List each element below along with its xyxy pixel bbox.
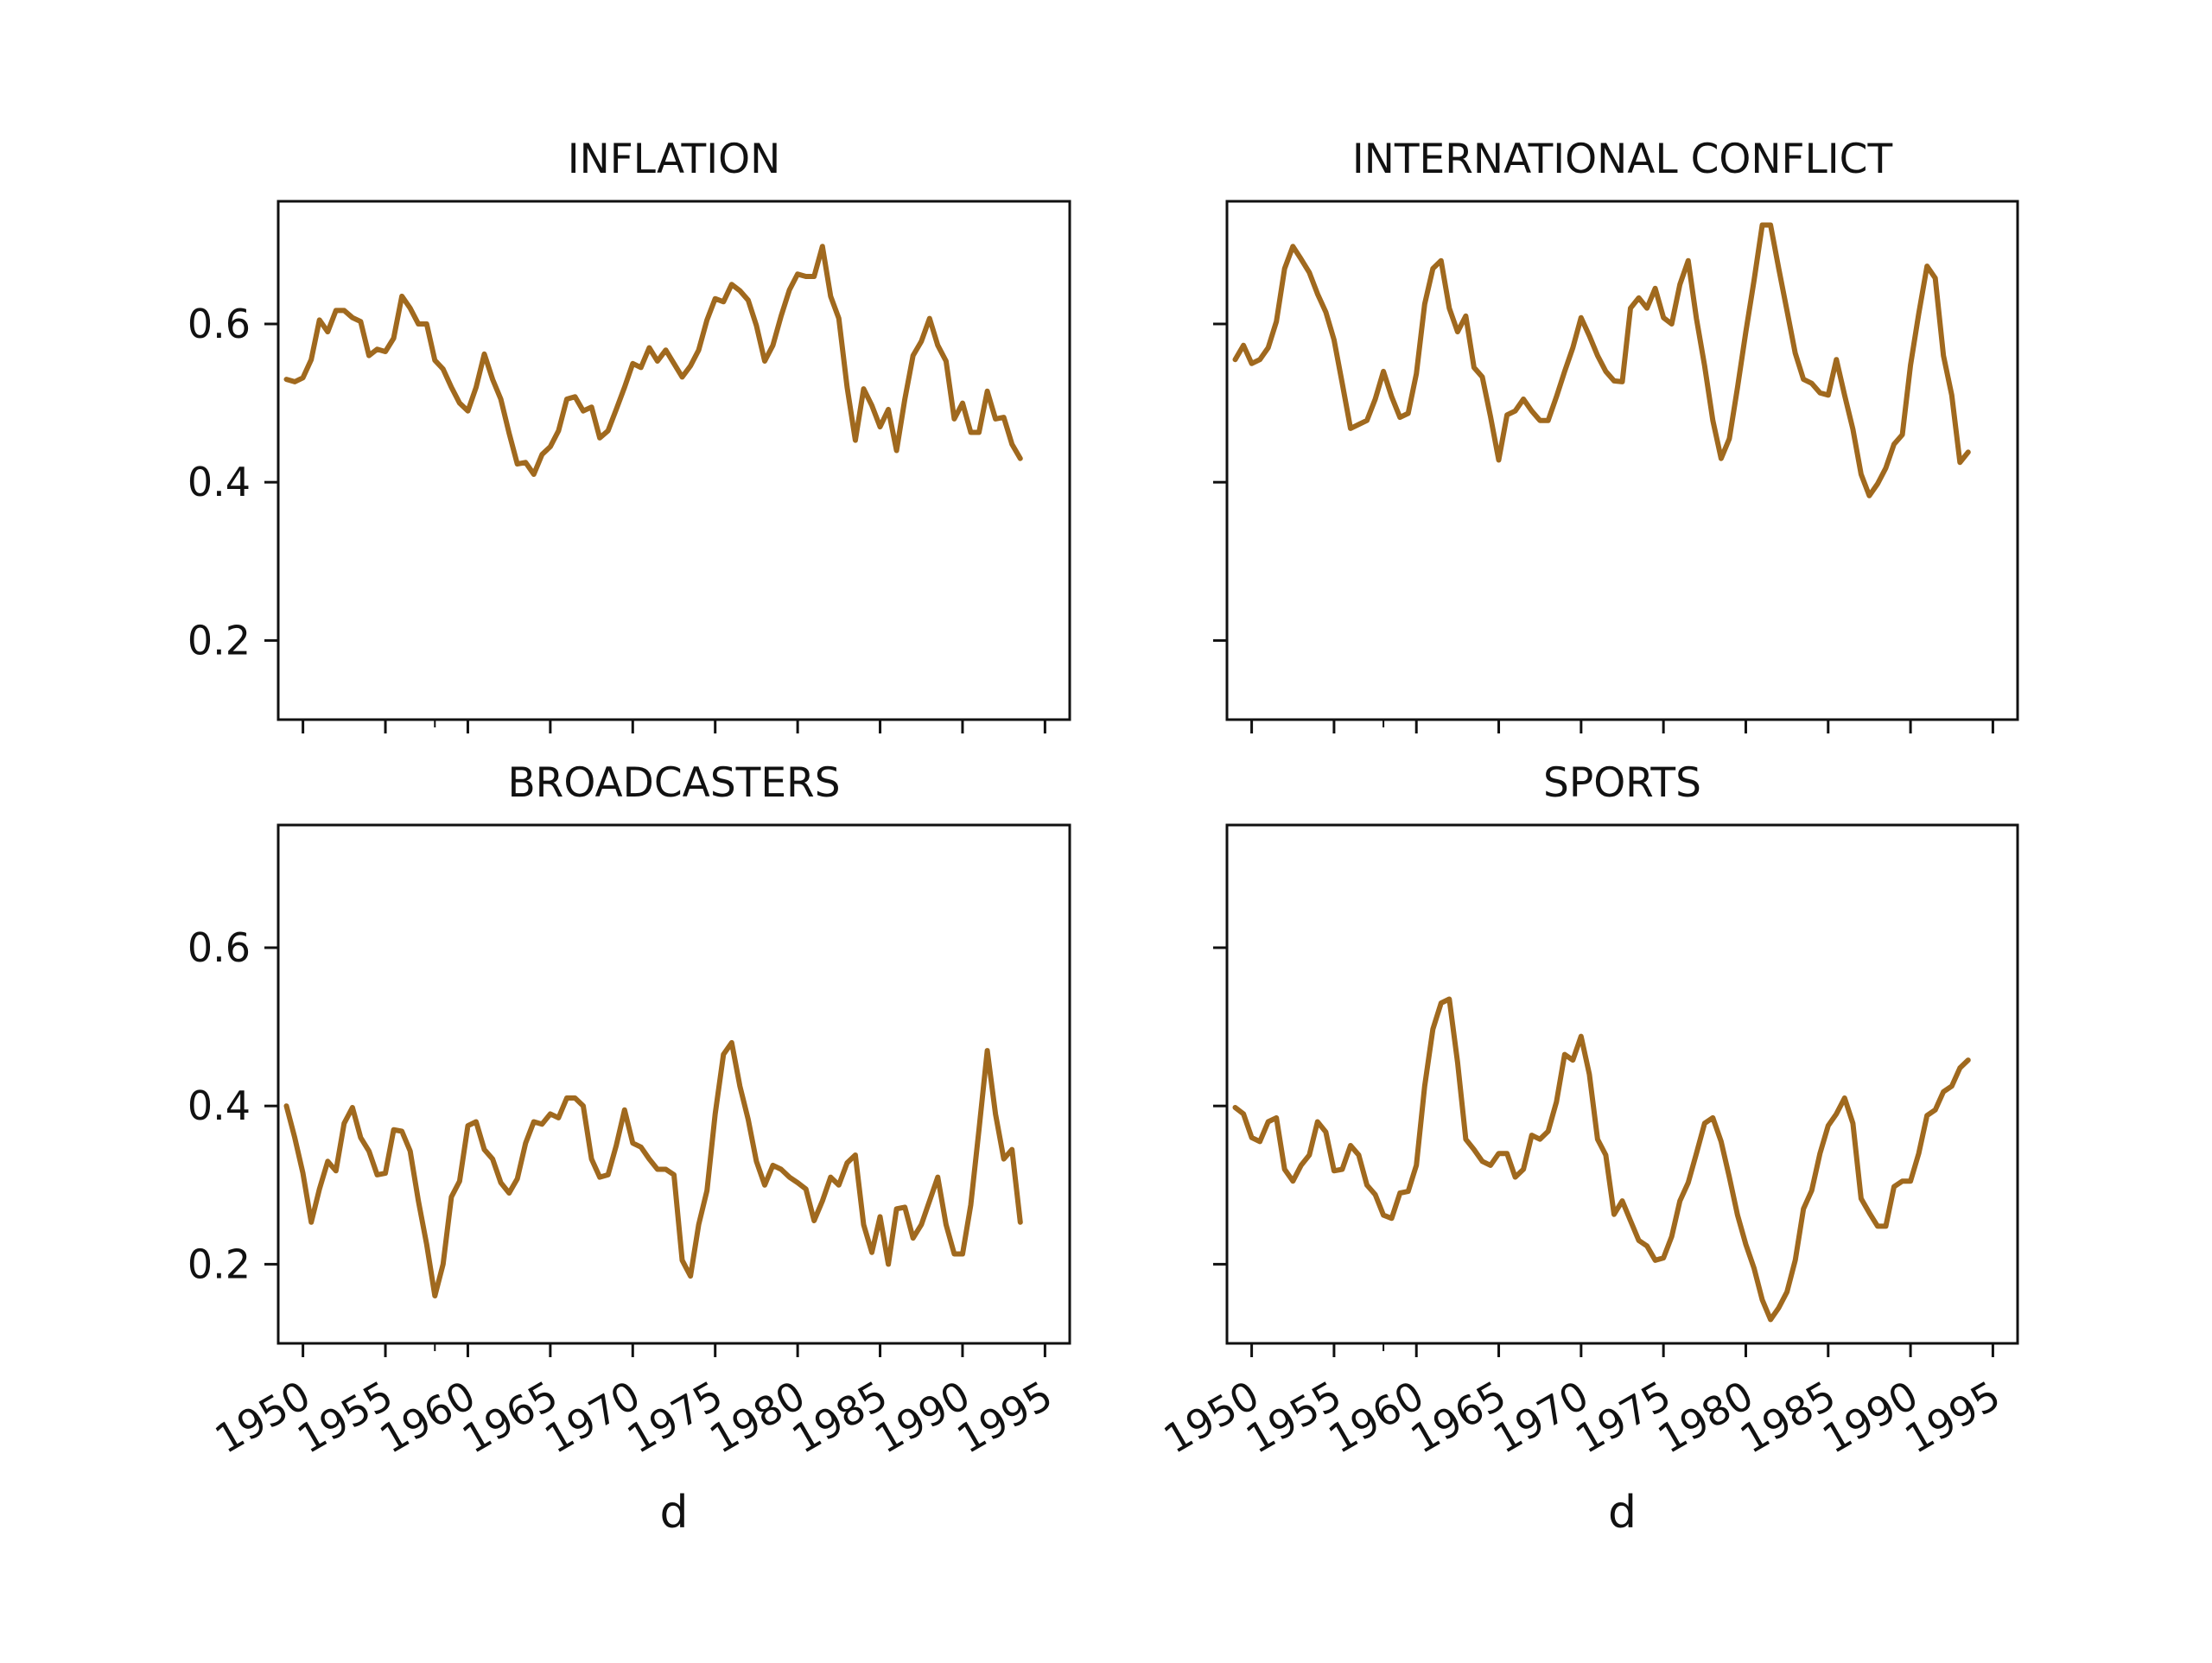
axes-frame — [276, 200, 1071, 721]
panel-title: SPORTS — [1543, 759, 1701, 807]
axes-frame — [1225, 200, 2019, 721]
y-tick-label: 0.2 — [188, 617, 251, 663]
y-tick-label: 0.6 — [188, 924, 251, 971]
y-tick-label: 0.2 — [188, 1241, 251, 1287]
series-line — [283, 1039, 1023, 1298]
panel-title: BROADCASTERS — [507, 759, 840, 807]
y-tick-label: 0.4 — [188, 459, 251, 505]
panel-inflation: INFLATION 0.2 0.4 0.6 — [188, 136, 1071, 733]
panel-title: INFLATION — [568, 136, 781, 183]
series-line — [1232, 222, 1971, 498]
x-axis-label: d — [1608, 1487, 1637, 1539]
x-axis-label: d — [659, 1487, 688, 1539]
axes-frame — [1225, 823, 2019, 1345]
series-line — [283, 244, 1023, 477]
panel-international-conflict: INTERNATIONAL CONFLICT — [1213, 136, 2019, 733]
panel-title: INTERNATIONAL CONFLICT — [1352, 136, 1893, 183]
series-line — [1232, 996, 1971, 1323]
y-tick-label: 0.6 — [188, 301, 251, 347]
y-tick-label: 0.4 — [188, 1082, 251, 1129]
axes-frame — [276, 823, 1071, 1345]
